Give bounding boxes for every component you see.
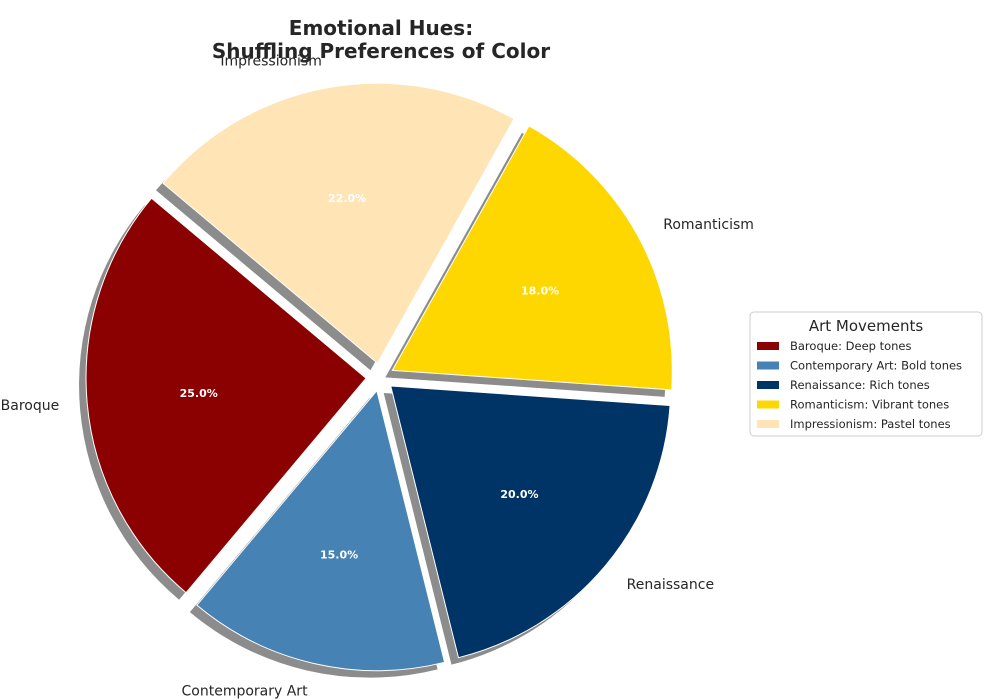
legend-label-renaissance: Renaissance: Rich tones: [790, 378, 930, 392]
legend-swatch-impressionism: [757, 420, 779, 428]
percent-label-contemporary-art: 15.0%: [320, 548, 358, 561]
legend-label-contemporary-art: Contemporary Art: Bold tones: [790, 359, 962, 373]
category-label-contemporary-art: Contemporary Art: [182, 684, 309, 700]
legend-title: Art Movements: [809, 317, 924, 335]
legend-label-baroque: Baroque: Deep tones: [790, 339, 912, 353]
legend-swatch-romanticism: [757, 400, 779, 409]
percent-label-baroque: 25.0%: [180, 387, 218, 400]
percent-label-renaissance: 20.0%: [500, 488, 538, 501]
pie-slice-romanticism: [391, 125, 673, 391]
pie-slice-impressionism: [162, 82, 515, 365]
percent-label-impressionism: 22.0%: [328, 192, 366, 205]
category-label-impressionism: Impressionism: [220, 53, 321, 69]
category-labels: Baroque Contemporary Art Renaissance Romant…: [1, 53, 754, 699]
legend-label-impressionism: Impressionism: Pastel tones: [790, 417, 951, 431]
legend-items: Baroque: Deep tones Contemporary Art: Bol…: [757, 339, 962, 431]
pie-slices: [85, 82, 673, 672]
legend-swatch-contemporary-art: [757, 361, 779, 370]
legend-swatch-baroque: [757, 342, 779, 350]
percent-label-romanticism: 18.0%: [521, 284, 559, 297]
chart-title-line-2: Shuffling Preferences of Color: [212, 39, 550, 63]
category-label-romanticism: Romanticism: [663, 217, 754, 233]
legend-label-romanticism: Romanticism: Vibrant tones: [790, 398, 949, 412]
category-label-baroque: Baroque: [1, 398, 60, 414]
legend-frame: [749, 311, 983, 437]
pie-slice-baroque: [85, 197, 367, 594]
percent-labels: 25.0% 15.0% 20.0% 18.0% 22.0%: [180, 192, 560, 561]
legend-swatch-renaissance: [757, 381, 779, 389]
pie-slice-renaissance: [390, 385, 671, 659]
pie-slice-contemporary-art: [196, 389, 446, 672]
legend: Art Movements Baroque: Deep tones Contemp…: [749, 311, 983, 437]
chart-title-line-1: Emotional Hues:: [289, 16, 473, 40]
category-label-renaissance: Renaissance: [627, 577, 714, 593]
